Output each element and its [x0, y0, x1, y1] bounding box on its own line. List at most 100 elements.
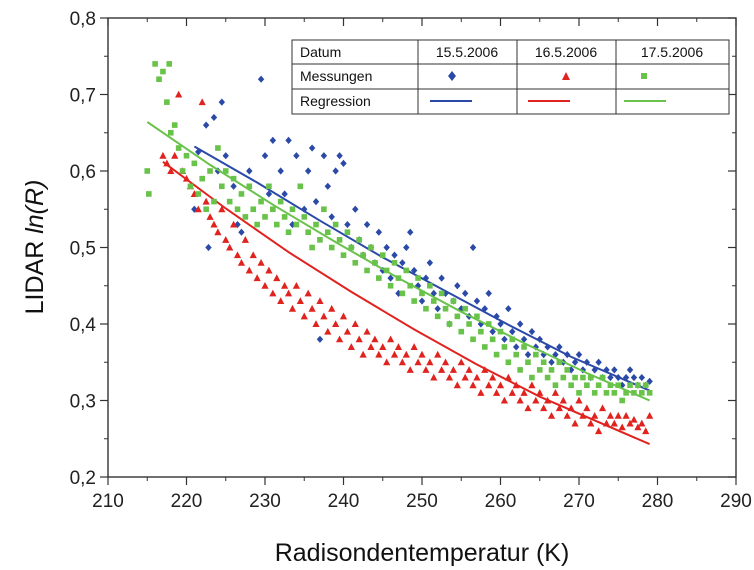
- x-tick-label: 270: [563, 491, 595, 512]
- data-point-triangle: [614, 412, 622, 419]
- data-point-square: [560, 374, 567, 381]
- series-16-5-2006: [159, 90, 654, 446]
- data-point-diamond: [332, 167, 339, 175]
- data-point-diamond: [611, 366, 618, 374]
- data-point-triangle: [339, 312, 348, 320]
- data-point-triangle: [461, 373, 469, 381]
- data-point-triangle: [622, 412, 630, 419]
- data-point-diamond: [630, 373, 638, 382]
- x-tick-label: 290: [720, 491, 752, 512]
- data-point-diamond: [265, 190, 273, 198]
- legend-square-marker: [641, 73, 647, 79]
- legend-triangle-marker: [562, 72, 570, 80]
- data-point-square: [199, 175, 205, 182]
- data-point-diamond: [520, 335, 528, 343]
- data-point-square: [544, 374, 551, 381]
- data-point-triangle: [324, 327, 332, 335]
- data-point-diamond: [387, 274, 394, 282]
- y-tick-label: 0,3: [70, 392, 96, 413]
- data-point-diamond: [383, 243, 390, 252]
- data-point-square: [627, 382, 633, 388]
- data-point-diamond: [375, 228, 383, 236]
- plot-marks: [144, 61, 654, 446]
- data-point-square: [313, 221, 319, 228]
- data-point-triangle: [332, 320, 340, 327]
- data-point-triangle: [532, 396, 540, 404]
- data-point-square: [332, 221, 339, 228]
- data-point-triangle: [547, 412, 556, 419]
- data-point-square: [438, 290, 445, 297]
- data-point-triangle: [438, 366, 446, 373]
- data-point-triangle: [390, 350, 399, 358]
- data-point-diamond: [257, 75, 265, 83]
- data-point-square: [564, 367, 571, 373]
- data-point-square: [509, 336, 516, 343]
- data-point-square: [191, 160, 198, 167]
- data-point-square: [572, 374, 578, 381]
- data-point-triangle: [375, 350, 383, 358]
- data-point-triangle: [265, 266, 273, 274]
- data-point-diamond: [524, 351, 532, 359]
- data-point-triangle: [402, 350, 410, 358]
- y-tick-label: 0,6: [70, 162, 96, 183]
- data-point-diamond: [461, 289, 469, 297]
- data-point-diamond: [489, 328, 496, 336]
- data-point-triangle: [335, 335, 344, 343]
- data-point-diamond: [312, 198, 320, 206]
- data-point-triangle: [457, 358, 465, 366]
- data-point-square: [635, 382, 641, 388]
- data-point-square: [466, 321, 472, 327]
- data-point-square: [580, 374, 586, 381]
- data-point-diamond: [509, 328, 516, 336]
- data-point-square: [607, 382, 614, 388]
- data-point-diamond: [281, 190, 288, 198]
- data-point-triangle: [316, 297, 324, 305]
- data-point-diamond: [363, 220, 371, 229]
- data-point-triangle: [159, 151, 167, 159]
- data-point-square: [442, 305, 449, 312]
- data-point-square: [171, 122, 178, 128]
- data-point-square: [250, 206, 257, 213]
- data-point-square: [639, 390, 645, 396]
- y-tick-label: 0,4: [70, 315, 97, 336]
- y-axis-title-prefix: LIDAR: [21, 234, 49, 315]
- data-point-square: [328, 244, 335, 251]
- data-point-triangle: [261, 281, 269, 289]
- data-point-diamond: [556, 343, 563, 351]
- data-point-square: [242, 214, 249, 220]
- y-tick-label: 0,8: [70, 9, 96, 30]
- legend-date-16: 16.5.2006: [535, 44, 597, 60]
- data-point-square: [309, 244, 315, 251]
- data-point-triangle: [398, 358, 406, 366]
- data-point-diamond: [277, 167, 284, 175]
- data-point-square: [485, 321, 492, 327]
- data-point-square: [513, 351, 519, 358]
- data-point-diamond: [328, 213, 335, 221]
- data-point-square: [211, 198, 217, 205]
- data-point-diamond: [646, 377, 653, 385]
- data-point-triangle: [304, 289, 312, 297]
- data-point-triangle: [449, 366, 457, 373]
- y-tick-label: 0,5: [70, 239, 96, 260]
- data-point-triangle: [292, 281, 300, 289]
- data-point-square: [238, 191, 245, 197]
- data-point-diamond: [607, 373, 614, 382]
- data-point-diamond: [638, 373, 645, 382]
- data-point-square: [219, 183, 225, 190]
- data-point-diamond: [230, 182, 237, 190]
- data-point-triangle: [469, 381, 477, 389]
- data-point-triangle: [371, 335, 379, 343]
- data-point-square: [281, 214, 288, 220]
- data-point-diamond: [552, 351, 559, 359]
- legend-date-17: 17.5.2006: [641, 44, 703, 60]
- legend-regression-label: Regression: [300, 93, 371, 109]
- data-point-square: [419, 290, 425, 297]
- data-point-diamond: [304, 167, 312, 175]
- data-point-square: [368, 244, 374, 251]
- data-point-square: [482, 344, 488, 350]
- data-point-square: [611, 390, 618, 396]
- data-point-square: [446, 321, 453, 327]
- data-point-diamond: [505, 305, 512, 313]
- data-point-diamond: [575, 351, 583, 359]
- data-point-triangle: [210, 220, 218, 228]
